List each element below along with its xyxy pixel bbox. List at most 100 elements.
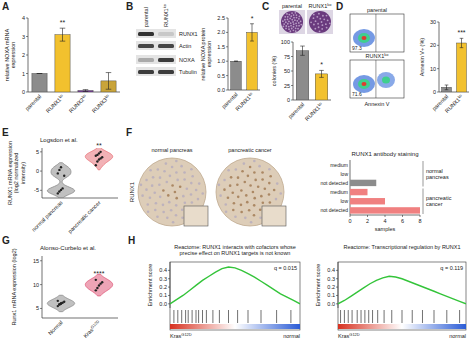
- image-label: normal pancreas: [152, 147, 193, 153]
- row-label: RUNX1: [179, 31, 198, 37]
- stain-dot: [175, 204, 178, 207]
- violin: [85, 274, 112, 296]
- point: [96, 287, 98, 289]
- stain-dot: [151, 184, 154, 187]
- y-tick-label: 5: [36, 305, 39, 311]
- x-axis-label: samples: [375, 226, 396, 232]
- colony: [293, 26, 295, 28]
- y-tick: [26, 36, 28, 37]
- stain-dot: [162, 204, 165, 207]
- stain-dot: [147, 210, 150, 213]
- inset: [184, 206, 208, 226]
- y-tick-label: low: [340, 198, 348, 204]
- error-bar: [106, 73, 112, 90]
- y-tick-label: medium: [330, 189, 348, 195]
- x-axis: [42, 198, 118, 199]
- y-tick-label: 15: [33, 258, 39, 264]
- colony: [293, 23, 295, 25]
- y-tick-label: 0: [36, 168, 39, 174]
- stain-dot: [162, 189, 165, 192]
- y-tick-label: 2: [22, 52, 25, 58]
- hit: [181, 310, 182, 323]
- y-tick: [226, 18, 228, 19]
- stain-dot: [243, 162, 246, 165]
- colony: [282, 26, 284, 28]
- lane-label: RUNX1ko: [162, 3, 169, 27]
- stain-dot: [258, 165, 261, 168]
- colony: [285, 25, 287, 27]
- row-label: Actin: [179, 43, 191, 49]
- hit: [340, 310, 341, 323]
- x-tick-label: parental: [24, 93, 42, 111]
- y-tick-label: 100: [281, 39, 290, 45]
- colony: [291, 19, 293, 21]
- hit: [248, 310, 249, 323]
- hit: [348, 310, 349, 323]
- hit: [196, 310, 197, 323]
- row-label: Tubulin: [179, 69, 197, 75]
- title: Reactome: RUNX1 interacts with cofactors…: [174, 244, 296, 256]
- stain-dot: [190, 182, 193, 185]
- y-axis-label: Enrichment score: [147, 264, 153, 307]
- y-tick-label: 0.4: [159, 267, 167, 273]
- hit: [384, 310, 385, 323]
- stain-dot: [236, 183, 239, 186]
- colony: [295, 30, 297, 32]
- colony: [293, 29, 295, 31]
- stain-dot: [149, 197, 152, 200]
- x-tick-label: RUNX1ko: [44, 92, 66, 114]
- colony-images: parentalRUNX1ko: [279, 2, 333, 34]
- lane-label: parental: [143, 7, 149, 27]
- title: Logsdon et al.: [40, 137, 78, 143]
- stain-dot: [165, 162, 168, 165]
- panel-letter: H: [128, 235, 135, 246]
- stain-dot: [175, 197, 178, 200]
- colony: [323, 18, 325, 20]
- x-tick: [420, 215, 421, 217]
- y-tick-label: 1.0: [217, 58, 225, 64]
- y-tick-label: 2.0: [217, 29, 225, 35]
- colony: [288, 21, 290, 23]
- stain-dot: [165, 181, 168, 184]
- colony: [282, 20, 284, 22]
- stain-dot: [167, 194, 170, 197]
- stain-dot: [227, 169, 230, 172]
- y-axis-label: Annexin V+ (%): [419, 38, 425, 77]
- stain-dot: [262, 202, 265, 205]
- stain-dot: [149, 169, 152, 172]
- plot-area: [47, 274, 112, 311]
- stain-dot: [230, 176, 233, 179]
- stain-dot: [253, 204, 256, 207]
- x-tick-label: pancreatic cancer: [67, 199, 102, 234]
- density: [377, 72, 395, 88]
- hit: [290, 310, 291, 323]
- hit: [237, 310, 238, 323]
- bar: [32, 74, 47, 93]
- stain-dot: [246, 201, 249, 204]
- y-tick: [437, 22, 439, 23]
- y-tick-label: 0.3: [159, 276, 167, 282]
- stain-dot: [175, 214, 178, 217]
- stain-dot: [218, 184, 221, 187]
- rank-gradient: [170, 324, 300, 329]
- colony: [289, 18, 291, 20]
- colony: [321, 28, 323, 30]
- y-axis-label: Enrichment score: [315, 264, 321, 307]
- error-bar: [37, 73, 43, 74]
- point: [95, 164, 97, 166]
- bar: [55, 35, 70, 92]
- point: [60, 166, 62, 168]
- colony: [316, 16, 318, 18]
- well-frame: [279, 10, 305, 34]
- colony: [315, 20, 317, 22]
- stain-dot: [241, 170, 244, 173]
- stain-dot: [170, 209, 173, 212]
- row-label: NOXA: [179, 57, 195, 63]
- y-tick: [291, 42, 293, 43]
- stain-dot: [198, 182, 201, 185]
- hit: [202, 310, 203, 323]
- stain-dot: [264, 187, 267, 190]
- blot-strip: [136, 55, 176, 64]
- stain-dot: [183, 178, 186, 181]
- hit: [219, 310, 220, 323]
